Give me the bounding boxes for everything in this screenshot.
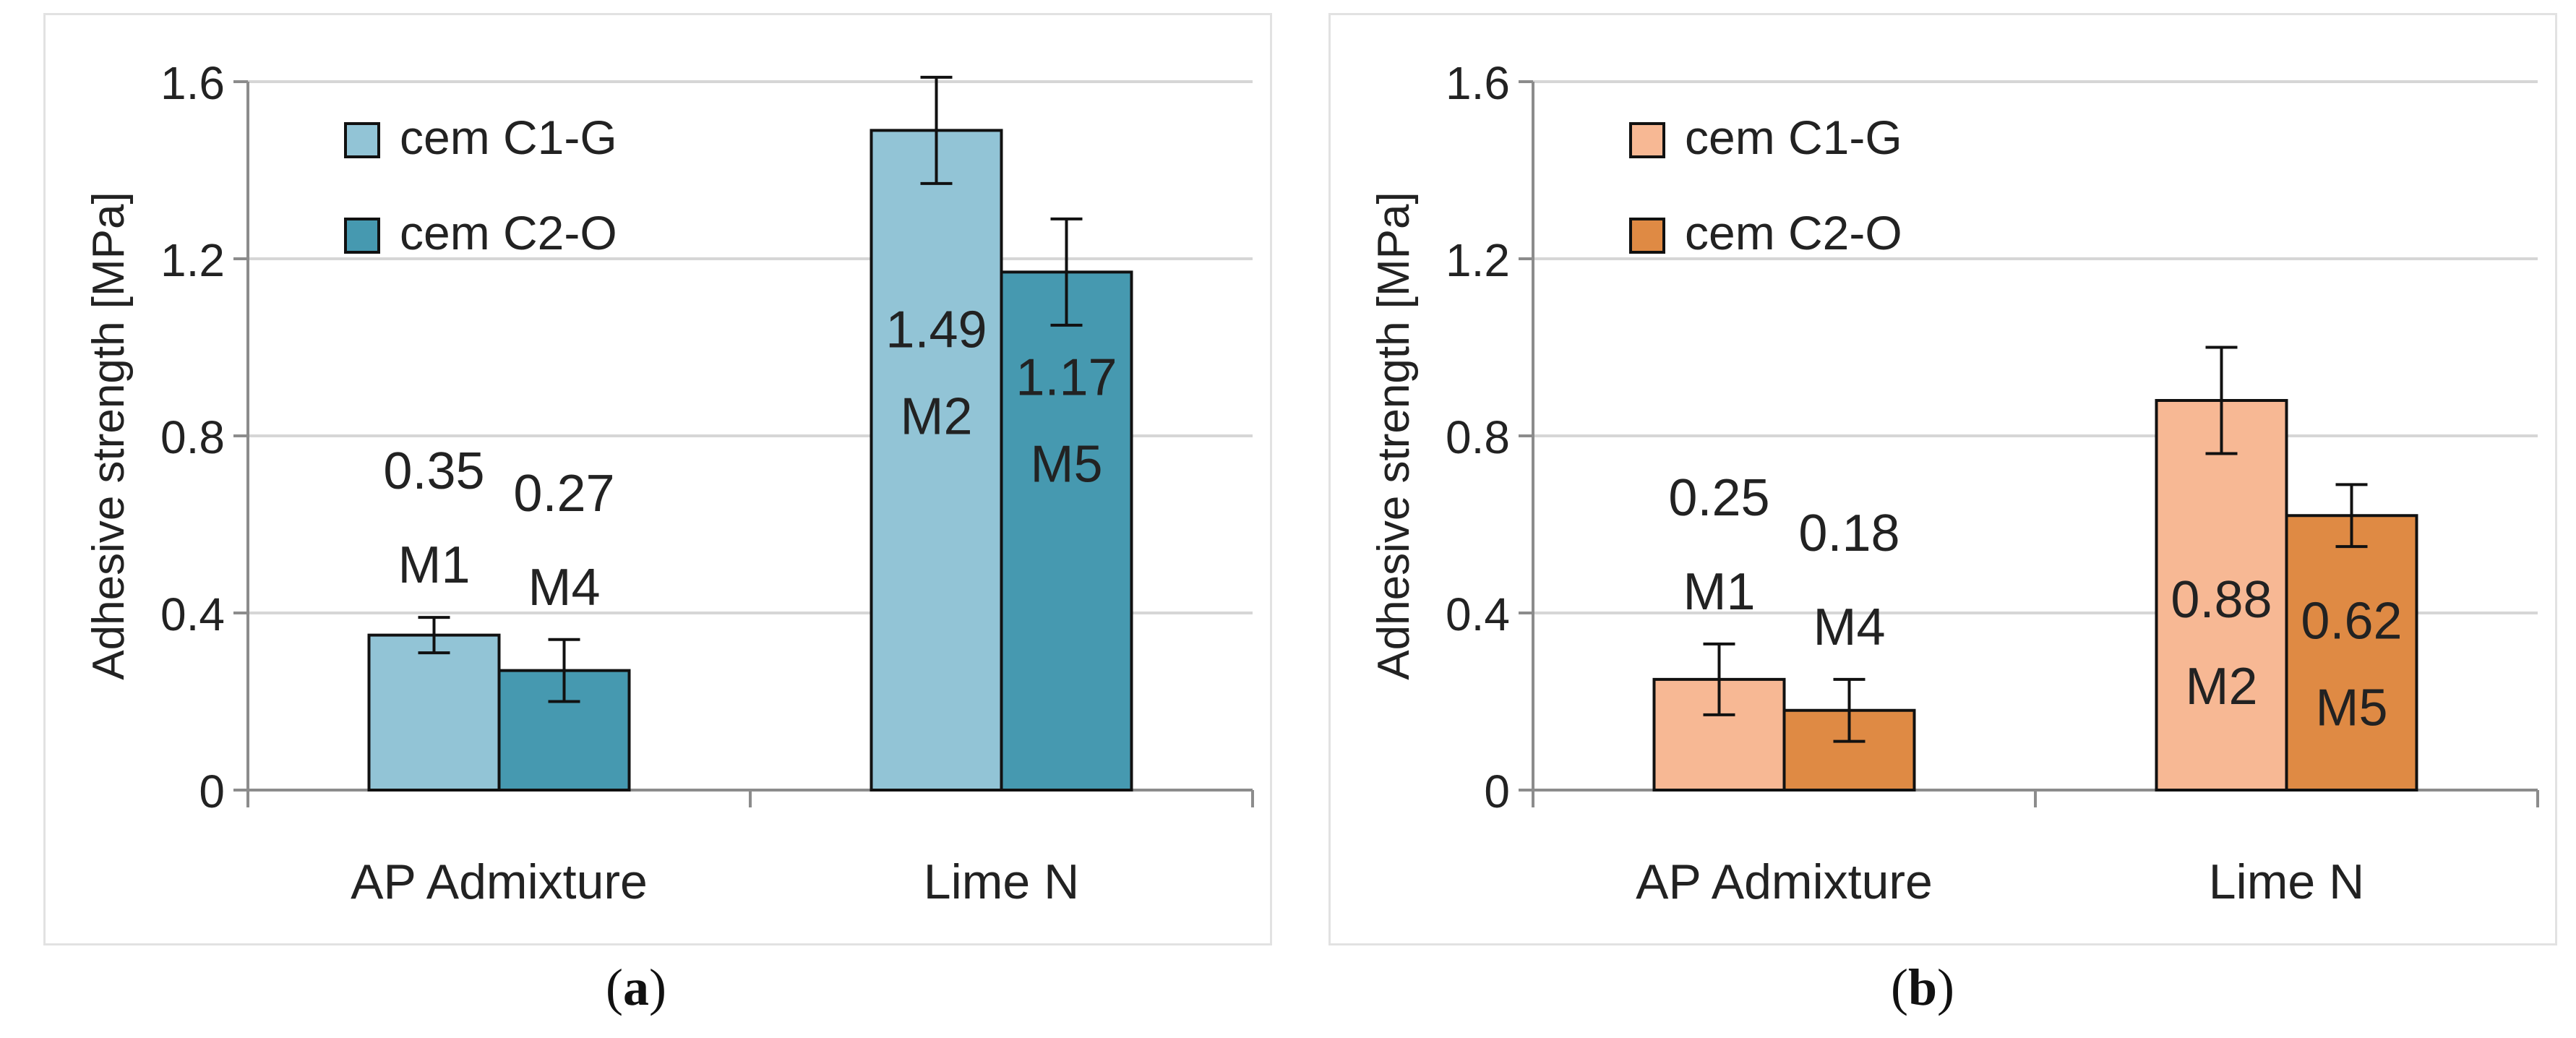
chart-b-mix-label: M2 [2185,658,2257,716]
bar-chart-b: 0 0.4 0.8 1.2 1.6 Adhesive strength [MPa] AP A… [1369,57,2539,909]
chart-a-legend-label: cem C2-O [400,206,617,260]
chart-b-ytick-label: 1.2 [1446,234,1510,286]
chart-a-value-label: 1.49 [885,301,987,359]
chart-a-mix-label: M1 [398,536,470,594]
chart-a-bar [1000,270,1133,792]
chart-a-category-label: Lime N [924,854,1079,909]
chart-a-ytick-label: 1.2 [160,234,225,286]
chart-b-ytick-label: 0.8 [1446,411,1510,463]
chart-b-ytick-label: 0.4 [1446,588,1510,640]
chart-b-mix-label: M1 [1683,563,1755,621]
chart-a-bar [870,129,1003,792]
chart-b-mix-label: M4 [1813,599,1885,656]
chart-b-legend-label: cem C2-O [1685,206,1902,260]
chart-a-mix-label: M2 [900,387,972,445]
chart-a-ytick-label: 1.6 [160,57,225,109]
bar-chart-a: 0 0.4 0.8 1.2 1.6 Adhesive strength [MPa] AP A… [84,57,1254,909]
chart-a-ytick-label: 0 [199,765,225,818]
chart-a-legend-swatch [344,218,380,254]
chart-b-legend-swatch [1629,122,1665,158]
chart-a-ytick-label: 0.4 [160,588,225,640]
chart-b-legend-swatch [1629,218,1665,254]
chart-a-value-label: 0.35 [383,442,484,500]
chart-panel-b: 0 0.4 0.8 1.2 1.6 Adhesive strength [MPa] AP A… [1328,13,2557,945]
chart-b-ytick-label: 0 [1484,765,1510,818]
chart-a-bar [367,633,501,792]
chart-b-ylabel: Adhesive strength [MPa] [1369,192,1419,679]
chart-b-value-label: 0.88 [2171,571,2272,629]
chart-a-mix-label: M5 [1030,435,1102,493]
chart-b-legend-label: cem C1-G [1685,111,1902,164]
chart-a-legend-label: cem C1-G [400,111,617,164]
chart-b-mix-label: M5 [2315,679,2387,737]
chart-b-bar [2285,514,2418,792]
chart-b-category-label: AP Admixture [1636,854,1933,909]
caption-a: (a) [606,958,666,1016]
chart-panel-a: 0 0.4 0.8 1.2 1.6 Adhesive strength [MPa] AP A… [43,13,1272,945]
chart-a-mix-label: M4 [528,559,600,617]
chart-b-bar [2155,399,2288,792]
chart-b-ytick-label: 1.6 [1446,57,1510,109]
chart-a-value-label: 1.17 [1016,348,1117,406]
caption-a-letter: a [623,958,649,1016]
chart-b-value-label: 0.25 [1668,469,1769,527]
chart-b-value-label: 0.62 [2301,592,2402,650]
caption-b-letter: b [1907,958,1938,1016]
caption-b: (b) [1890,958,1954,1016]
chart-a-value-label: 0.27 [513,465,614,523]
chart-a-ylabel: Adhesive strength [MPa] [84,192,134,679]
chart-a-legend-swatch [344,122,380,158]
chart-a-category-label: AP Admixture [351,854,648,909]
chart-b-value-label: 0.18 [1798,505,1899,562]
chart-b-category-label: Lime N [2209,854,2364,909]
chart-a-ytick-label: 0.8 [160,411,225,463]
